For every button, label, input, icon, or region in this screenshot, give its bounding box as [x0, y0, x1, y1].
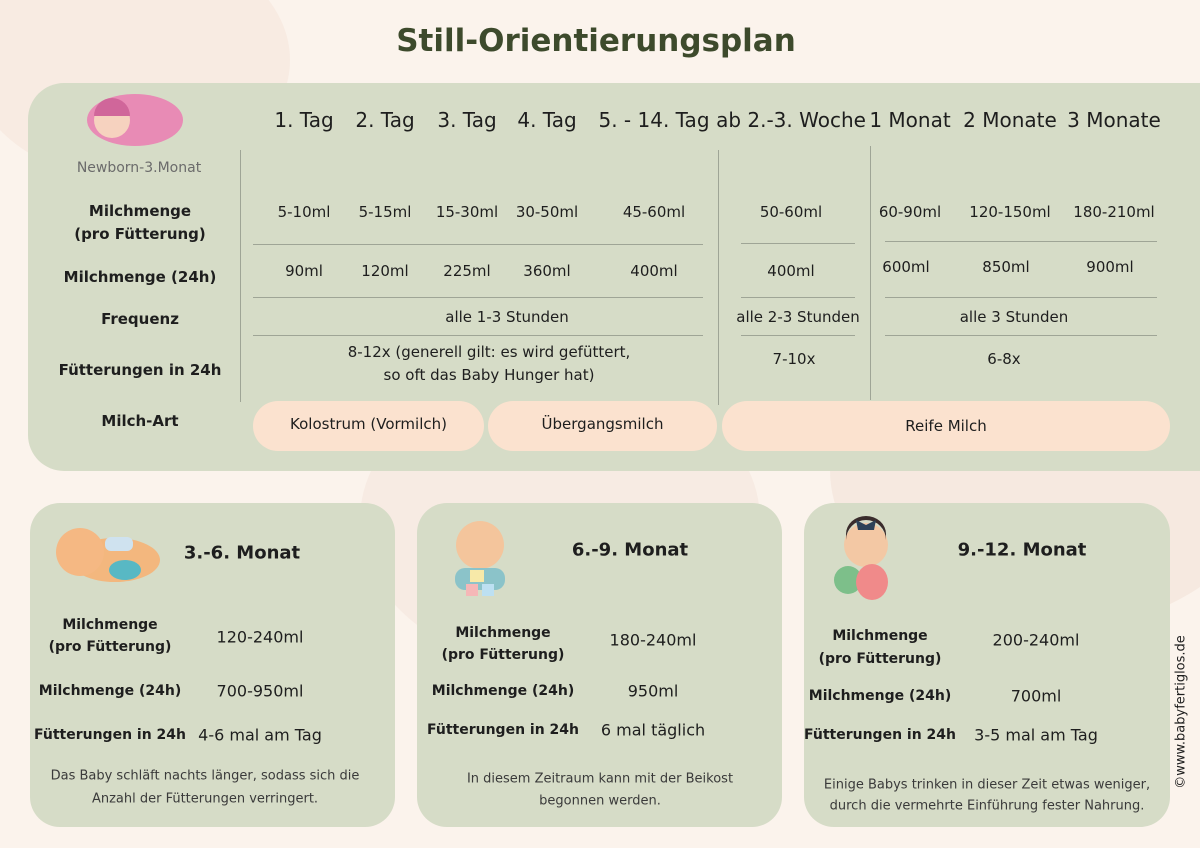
- row-divider: [253, 335, 703, 336]
- column-header: 3 Monate: [1067, 108, 1161, 132]
- cell: 30-50ml: [515, 203, 579, 221]
- cell: 6-8x: [987, 350, 1021, 368]
- cell: 8-12x (generell gilt: es wird gefüttert,: [347, 343, 631, 361]
- card-note: Anzahl der Fütterungen verringert.: [91, 791, 319, 807]
- cell: alle 2-3 Stunden: [736, 308, 860, 326]
- row-divider: [253, 297, 703, 298]
- card-row-value: 180-240ml: [609, 630, 697, 650]
- cell: alle 1-3 Stunden: [445, 308, 569, 326]
- card-row-label: Milchmenge: [832, 628, 928, 644]
- cell: so oft das Baby Hunger hat): [383, 366, 595, 384]
- card-note: Einige Babys trinken in dieser Zeit etwa…: [823, 777, 1151, 793]
- milk-type: Übergangsmilch: [541, 415, 664, 433]
- card-row-value: 3-5 mal am Tag: [974, 725, 1098, 745]
- column-header: 2. Tag: [355, 108, 415, 132]
- column-divider: [718, 150, 719, 405]
- column-divider: [870, 146, 871, 400]
- cell: alle 3 Stunden: [959, 308, 1069, 326]
- page-title: Still-Orientierungsplan: [396, 23, 796, 59]
- column-header: 1 Monat: [869, 108, 951, 132]
- card-note: durch die vermehrte Einführung fester Na…: [829, 798, 1145, 814]
- baby-icon: [455, 521, 505, 596]
- column-header: ab 2.-3. Woche: [716, 108, 866, 132]
- row-label: Milchmenge (24h): [63, 268, 217, 286]
- cell: 360ml: [523, 262, 571, 280]
- baby-icon: [56, 528, 160, 582]
- row-label: (pro Fütterung): [74, 225, 206, 243]
- row-label: Milchmenge: [88, 202, 192, 220]
- cell: 120ml: [361, 262, 409, 280]
- row-divider: [253, 244, 703, 245]
- row-label: Fütterungen in 24h: [58, 361, 222, 379]
- cell: 7-10x: [772, 350, 816, 368]
- cell: 225ml: [443, 262, 491, 280]
- cell: 45-60ml: [622, 203, 686, 221]
- newborn-icon: [87, 94, 183, 146]
- row-divider: [741, 335, 855, 336]
- row-divider: [885, 335, 1157, 336]
- card-row-label: Milchmenge: [62, 617, 158, 633]
- column-divider: [240, 150, 241, 402]
- cell: 400ml: [767, 262, 815, 280]
- card-row-label: Fütterungen in 24h: [804, 727, 956, 743]
- card-row-label: Milchmenge: [455, 625, 551, 641]
- cell: 400ml: [630, 262, 678, 280]
- milk-type: Kolostrum (Vormilch): [290, 415, 447, 433]
- cell: 850ml: [982, 258, 1030, 276]
- card-row-label: Milchmenge (24h): [808, 688, 952, 704]
- cell: 5-15ml: [358, 203, 412, 221]
- cell: 120-150ml: [969, 203, 1051, 221]
- milk-type: Reife Milch: [905, 417, 987, 435]
- card-row-label: Milchmenge (24h): [38, 683, 182, 699]
- cell: 600ml: [882, 258, 930, 276]
- column-header: 1. Tag: [274, 108, 334, 132]
- card-row-label: Fütterungen in 24h: [427, 722, 579, 738]
- cell: 50-60ml: [759, 203, 823, 221]
- row-label: Milch-Art: [101, 412, 179, 430]
- card-title: 3.-6. Monat: [183, 542, 301, 564]
- card-row-value: 120-240ml: [216, 627, 304, 647]
- cell: 5-10ml: [277, 203, 331, 221]
- card-note: Das Baby schläft nachts länger, sodass s…: [50, 768, 360, 784]
- cell: 60-90ml: [878, 203, 942, 221]
- row-divider: [741, 297, 855, 298]
- card-row-value: 700-950ml: [216, 681, 304, 701]
- card-row-value: 4-6 mal am Tag: [198, 725, 322, 745]
- milk-type-pill: [488, 401, 717, 451]
- row-divider: [741, 243, 855, 244]
- column-header: 4. Tag: [517, 108, 577, 132]
- milk-type-pill: [253, 401, 484, 451]
- age-label: Newborn-3.Monat: [76, 160, 202, 176]
- cell: 900ml: [1086, 258, 1134, 276]
- column-header: 5. - 14. Tag: [598, 108, 710, 132]
- column-header: 3. Tag: [437, 108, 497, 132]
- card-row-label: Milchmenge (24h): [431, 683, 575, 699]
- card-row-value: 200-240ml: [992, 630, 1080, 650]
- card-row-value: 6 mal täglich: [600, 720, 706, 740]
- card-title: 6.-9. Monat: [571, 539, 689, 561]
- cell: 90ml: [285, 262, 323, 280]
- card-row-label: (pro Fütterung): [48, 639, 172, 655]
- card-note: In diesem Zeitraum kann mit der Beikost: [466, 771, 734, 787]
- milk-type-pill: [722, 401, 1170, 451]
- card-note: begonnen werden.: [539, 793, 661, 809]
- card-row-label: (pro Fütterung): [441, 647, 565, 663]
- row-divider: [885, 297, 1157, 298]
- card-title: 9.-12. Monat: [957, 539, 1087, 561]
- cell: 180-210ml: [1073, 203, 1155, 221]
- column-header: 2 Monate: [963, 108, 1057, 132]
- baby-icon: [834, 516, 888, 600]
- copyright: ©www.babyfertiglos.de: [1173, 635, 1189, 789]
- card-row-value: 700ml: [1010, 686, 1062, 706]
- card-row-label: Fütterungen in 24h: [34, 727, 186, 743]
- card-row-label: (pro Fütterung): [818, 651, 942, 667]
- row-label: Frequenz: [101, 310, 179, 328]
- cell: 15-30ml: [435, 203, 499, 221]
- row-divider: [885, 241, 1157, 242]
- card-row-value: 950ml: [627, 681, 679, 701]
